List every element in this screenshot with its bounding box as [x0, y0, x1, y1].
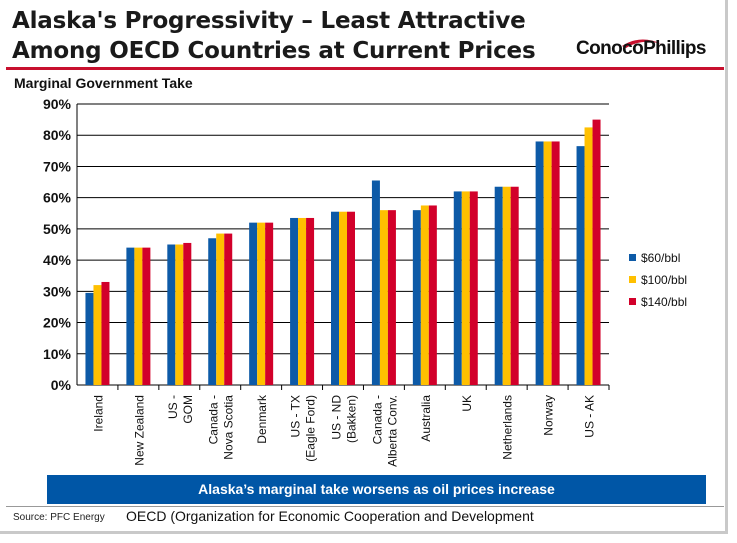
- bar: [461, 191, 470, 385]
- legend-swatch: [629, 276, 636, 283]
- legend-label: $140/bbl: [641, 295, 687, 309]
- y-tick-label: 10%: [43, 346, 72, 362]
- slide: Alaska's Progressivity – Least Attractiv…: [0, 0, 728, 534]
- x-category-label: US - AK: [583, 395, 597, 438]
- bar: [576, 146, 585, 385]
- y-tick-label: 60%: [43, 190, 72, 206]
- x-category-label: Denmark: [255, 394, 269, 444]
- x-category-label: (Bakken): [345, 395, 359, 443]
- y-tick-label: 80%: [43, 127, 72, 143]
- conocophillips-logo: ConocoPhillips: [566, 36, 726, 66]
- oecd-note: OECD (Organization for Economic Cooperat…: [126, 508, 534, 524]
- bar: [306, 217, 315, 385]
- bar: [339, 211, 347, 385]
- x-category-label: US - TX: [289, 395, 303, 437]
- title-line-2: Among OECD Countries at Current Prices: [12, 38, 536, 64]
- bar: [249, 222, 258, 385]
- bar: [592, 119, 601, 385]
- y-tick-label: 40%: [43, 252, 72, 268]
- x-category-label: Canada -: [370, 395, 384, 444]
- bar: [453, 191, 462, 385]
- x-category-label: New Zealand: [132, 395, 146, 466]
- x-category-label: Nova Scotia: [222, 395, 236, 460]
- bar: [494, 186, 503, 385]
- bar: [134, 247, 143, 385]
- title-divider: [6, 67, 724, 70]
- x-category-label: UK: [460, 395, 474, 412]
- bar: [347, 211, 355, 385]
- bar: [551, 141, 560, 385]
- bar: [510, 186, 519, 385]
- y-tick-label: 70%: [43, 158, 72, 174]
- bar: [543, 141, 552, 385]
- conclusion-banner: Alaska’s marginal take worsens as oil pr…: [47, 475, 706, 504]
- bar: [167, 244, 176, 385]
- bar: [265, 222, 274, 385]
- bar: [126, 247, 135, 385]
- x-category-label: Alberta Conv.: [385, 395, 399, 467]
- logo-swoosh-icon: [622, 39, 662, 48]
- bar-chart: 0% 10% 20% 30% 40% 50% 60% 70% 80% 90% Ireland New …: [43, 96, 687, 467]
- bar: [183, 242, 192, 385]
- source-note: Source: PFC Energy: [13, 512, 105, 523]
- bar: [298, 217, 307, 385]
- title-line-1: Alaska's Progressivity – Least Attractiv…: [12, 8, 526, 34]
- bar: [379, 210, 388, 385]
- bar: [175, 244, 184, 385]
- x-category-label: US - ND: [330, 395, 344, 440]
- x-category-label: Norway: [542, 395, 556, 436]
- bar: [412, 210, 421, 385]
- bar: [290, 217, 299, 385]
- bar: [371, 180, 380, 385]
- slide-title: Alaska's Progressivity – Least Attractiv…: [12, 6, 536, 66]
- bar: [93, 285, 102, 385]
- footer-divider: [6, 506, 724, 507]
- bar: [224, 233, 233, 385]
- y-tick-label: 50%: [43, 221, 72, 237]
- logo-text: ConocoPhillips: [576, 38, 706, 59]
- bar: [142, 247, 151, 385]
- y-tick-label: 30%: [43, 283, 72, 299]
- x-category-label: Ireland: [91, 395, 105, 432]
- bar: [502, 186, 511, 385]
- bar: [208, 238, 217, 385]
- legend-label: $100/bbl: [641, 273, 687, 287]
- y-tick-label: 20%: [43, 315, 72, 331]
- bar: [469, 191, 478, 385]
- legend-swatch: [629, 254, 636, 261]
- bar: [216, 233, 225, 385]
- bar: [584, 127, 593, 386]
- bar: [257, 222, 266, 385]
- y-tick-label: 90%: [43, 96, 72, 112]
- bar: [331, 211, 339, 385]
- x-category-label: (Eagle Ford): [304, 395, 318, 462]
- x-category-label: Netherlands: [501, 395, 515, 460]
- bar: [85, 292, 94, 385]
- bar: [535, 141, 544, 385]
- x-category-label: GOM: [181, 395, 195, 424]
- bar: [428, 205, 437, 385]
- bar: [387, 210, 396, 385]
- y-tick-label: 0%: [51, 377, 72, 393]
- bar: [101, 281, 110, 385]
- legend-swatch: [629, 298, 636, 305]
- x-category-label: Canada -: [207, 395, 221, 444]
- x-category-label: Australia: [419, 395, 433, 442]
- y-axis-label: Marginal Government Take: [14, 75, 193, 91]
- legend-label: $60/bbl: [641, 251, 680, 265]
- x-category-label: US -: [166, 395, 180, 419]
- bar: [420, 205, 429, 385]
